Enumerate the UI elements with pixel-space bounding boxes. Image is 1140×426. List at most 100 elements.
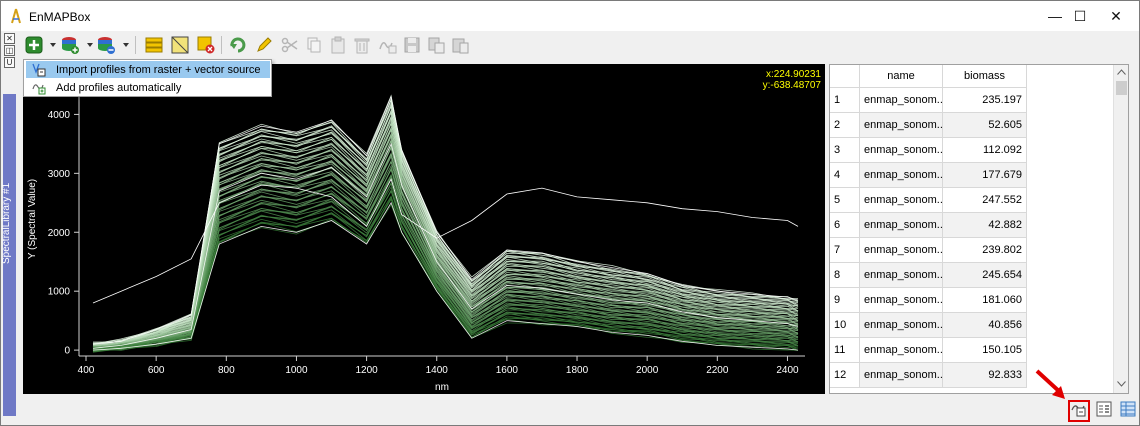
add-layer-dropdown-arrow[interactable] bbox=[87, 43, 93, 47]
cell-biomass[interactable]: 245.654 bbox=[943, 263, 1027, 288]
row-number[interactable]: 7 bbox=[830, 238, 860, 263]
cell-name[interactable]: enmap_sonom... bbox=[860, 88, 943, 113]
row-number[interactable]: 11 bbox=[830, 338, 860, 363]
table-row[interactable]: 11 enmap_sonom... 150.105 bbox=[830, 338, 1113, 363]
cell-name[interactable]: enmap_sonom... bbox=[860, 213, 943, 238]
row-number[interactable]: 4 bbox=[830, 163, 860, 188]
spectral-profile-line[interactable] bbox=[92, 128, 799, 347]
cell-biomass[interactable]: 235.197 bbox=[943, 88, 1027, 113]
dock-unlock-button[interactable]: U bbox=[4, 57, 15, 68]
spectral-profile-line[interactable] bbox=[92, 133, 799, 346]
spectral-profile-line[interactable] bbox=[92, 190, 799, 350]
spectral-plot-canvas[interactable]: 400 600 800 1000 1200 1400 1600 1800 2000 2200 240… bbox=[23, 64, 825, 394]
spectral-profile-line[interactable] bbox=[92, 175, 799, 350]
attribute-table[interactable]: name biomass 1 enmap_sonom... 235.197 2 enma… bbox=[829, 64, 1129, 394]
row-number[interactable]: 9 bbox=[830, 288, 860, 313]
table-row[interactable]: 8 enmap_sonom... 245.654 bbox=[830, 263, 1113, 288]
spectral-profile-line[interactable] bbox=[92, 178, 799, 304]
spectral-profile-line[interactable] bbox=[92, 105, 799, 345]
table-row[interactable]: 2 enmap_sonom... 52.605 bbox=[830, 113, 1113, 138]
profile-source-icon[interactable] bbox=[1071, 401, 1087, 417]
row-number[interactable]: 2 bbox=[830, 113, 860, 138]
minimize-button[interactable]: — bbox=[1032, 1, 1078, 31]
cell-name[interactable]: enmap_sonom... bbox=[860, 263, 943, 288]
row-number[interactable]: 10 bbox=[830, 313, 860, 338]
row-number[interactable]: 12 bbox=[830, 363, 860, 388]
spectral-profile-line[interactable] bbox=[92, 116, 799, 344]
cell-biomass[interactable]: 177.679 bbox=[943, 163, 1027, 188]
spectral-profile-line[interactable] bbox=[92, 204, 799, 351]
table-row[interactable]: 1 enmap_sonom... 235.197 bbox=[830, 88, 1113, 113]
cell-name[interactable]: enmap_sonom... bbox=[860, 188, 943, 213]
table-row[interactable]: 10 enmap_sonom... 40.856 bbox=[830, 313, 1113, 338]
spectral-profile-line[interactable] bbox=[92, 160, 799, 348]
spectral-profile-line[interactable] bbox=[93, 153, 799, 349]
spectral-profile-line[interactable] bbox=[92, 138, 799, 351]
cell-name[interactable]: enmap_sonom... bbox=[860, 138, 943, 163]
spectral-profile-line[interactable] bbox=[92, 173, 799, 348]
maximize-button[interactable]: ☐ bbox=[1057, 1, 1103, 31]
cell-biomass[interactable]: 112.092 bbox=[943, 138, 1027, 163]
cell-name[interactable]: enmap_sonom... bbox=[860, 163, 943, 188]
paste-profiles-button[interactable] bbox=[449, 34, 471, 56]
table-vertical-scrollbar[interactable] bbox=[1113, 65, 1128, 393]
save-button[interactable] bbox=[401, 34, 423, 56]
scroll-up-icon[interactable] bbox=[1117, 69, 1126, 75]
spectral-profile-line[interactable] bbox=[92, 201, 799, 351]
select-button[interactable] bbox=[169, 34, 191, 56]
cell-biomass[interactable]: 40.856 bbox=[943, 313, 1027, 338]
spectral-profile-line[interactable] bbox=[92, 111, 799, 346]
edit-button[interactable] bbox=[253, 34, 275, 56]
table-row[interactable]: 4 enmap_sonom... 177.679 bbox=[830, 163, 1113, 188]
row-number[interactable]: 8 bbox=[830, 263, 860, 288]
add-profile-dropdown-arrow[interactable] bbox=[50, 43, 56, 47]
cell-name[interactable]: enmap_sonom... bbox=[860, 113, 943, 138]
table-row[interactable]: 3 enmap_sonom... 112.092 bbox=[830, 138, 1113, 163]
spectral-profile-line[interactable] bbox=[92, 95, 799, 345]
spectral-profile-line[interactable] bbox=[92, 195, 799, 349]
remove-layer-dropdown-arrow[interactable] bbox=[123, 43, 129, 47]
list-button[interactable] bbox=[143, 34, 165, 56]
cell-biomass[interactable]: 150.105 bbox=[943, 338, 1027, 363]
table-row[interactable]: 9 enmap_sonom... 181.060 bbox=[830, 288, 1113, 313]
spectral-profile-button[interactable] bbox=[377, 34, 399, 56]
cell-biomass[interactable]: 181.060 bbox=[943, 288, 1027, 313]
spectral-profile-line[interactable] bbox=[92, 142, 799, 349]
close-button[interactable]: ✕ bbox=[1093, 1, 1139, 31]
spectral-profile-plot[interactable]: 400 600 800 1000 1200 1400 1600 1800 2000 2200 240… bbox=[23, 64, 825, 394]
spectral-profile-line[interactable] bbox=[92, 134, 799, 348]
spectral-profile-line[interactable] bbox=[92, 140, 799, 347]
row-number[interactable]: 5 bbox=[830, 188, 860, 213]
cell-name[interactable]: enmap_sonom... bbox=[860, 363, 943, 388]
deselect-button[interactable] bbox=[195, 34, 217, 56]
cell-name[interactable]: enmap_sonom... bbox=[860, 338, 943, 363]
cell-biomass[interactable]: 247.552 bbox=[943, 188, 1027, 213]
cell-name[interactable]: enmap_sonom... bbox=[860, 313, 943, 338]
reload-button[interactable] bbox=[227, 34, 249, 56]
spectral-profile-line[interactable] bbox=[92, 182, 799, 349]
delete-button[interactable] bbox=[351, 34, 373, 56]
table-row[interactable]: 5 enmap_sonom... 247.552 bbox=[830, 188, 1113, 213]
menu-item-import-raster-vector[interactable]: Import profiles from raster + vector sou… bbox=[26, 61, 270, 78]
add-layer-button[interactable] bbox=[59, 34, 81, 56]
row-number[interactable]: 3 bbox=[830, 138, 860, 163]
table-row[interactable]: 12 enmap_sonom... 92.833 bbox=[830, 363, 1113, 388]
table-row[interactable]: 6 enmap_sonom... 42.882 bbox=[830, 213, 1113, 238]
form-view-icon[interactable] bbox=[1096, 401, 1112, 417]
scroll-down-icon[interactable] bbox=[1117, 381, 1126, 387]
cell-biomass[interactable]: 52.605 bbox=[943, 113, 1027, 138]
table-row[interactable]: 7 enmap_sonom... 239.802 bbox=[830, 238, 1113, 263]
cell-name[interactable]: enmap_sonom... bbox=[860, 238, 943, 263]
cut-button[interactable] bbox=[279, 34, 301, 56]
cell-name[interactable]: enmap_sonom... bbox=[860, 288, 943, 313]
row-number[interactable]: 1 bbox=[830, 88, 860, 113]
menu-item-add-automatically[interactable]: Add profiles automatically bbox=[26, 79, 270, 96]
column-header-name[interactable]: name bbox=[860, 65, 943, 88]
spectral-profile-line[interactable] bbox=[92, 122, 799, 346]
spectral-profile-line[interactable] bbox=[92, 168, 799, 349]
column-header-biomass[interactable]: biomass bbox=[943, 65, 1027, 88]
table-corner-header[interactable] bbox=[830, 65, 860, 88]
cell-biomass[interactable]: 239.802 bbox=[943, 238, 1027, 263]
spectral-profile-line[interactable] bbox=[92, 152, 799, 347]
table-view-icon[interactable] bbox=[1120, 401, 1136, 417]
